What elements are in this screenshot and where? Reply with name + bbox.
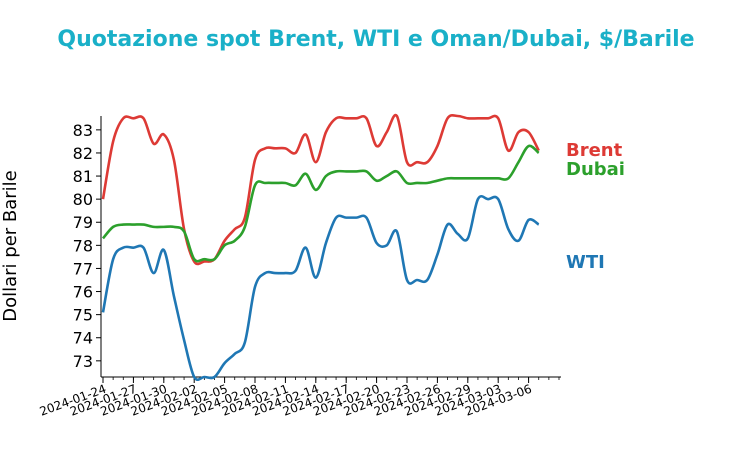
y-tick-label: 73: [73, 352, 93, 371]
plot-area: [101, 113, 540, 382]
y-tick-label: 83: [73, 121, 93, 140]
series-line-dubai: [101, 144, 540, 263]
y-tick-label: 79: [73, 213, 93, 232]
y-tick-label: 81: [73, 167, 93, 186]
series-line-brent: [101, 113, 540, 266]
axes: 73747576777879808182832024-01-242024-01-…: [38, 116, 561, 419]
y-tick-label: 78: [73, 236, 93, 255]
y-tick-label: 74: [73, 329, 93, 348]
y-tick-label: 76: [73, 283, 93, 302]
y-tick-label: 77: [73, 259, 93, 278]
y-tick-label: 75: [73, 306, 93, 325]
y-tick-label: 80: [73, 190, 93, 209]
series-label-brent: Brent: [566, 140, 623, 161]
y-tick-label: 82: [73, 144, 93, 163]
chart-title: Quotazione spot Brent, WTI e Oman/Dubai,…: [57, 27, 694, 52]
series-label-dubai: Dubai: [566, 159, 625, 180]
series-line-wti: [101, 194, 540, 382]
y-axis-label: Dollari per Barile: [0, 170, 21, 322]
series-label-wti: WTI: [566, 252, 605, 273]
